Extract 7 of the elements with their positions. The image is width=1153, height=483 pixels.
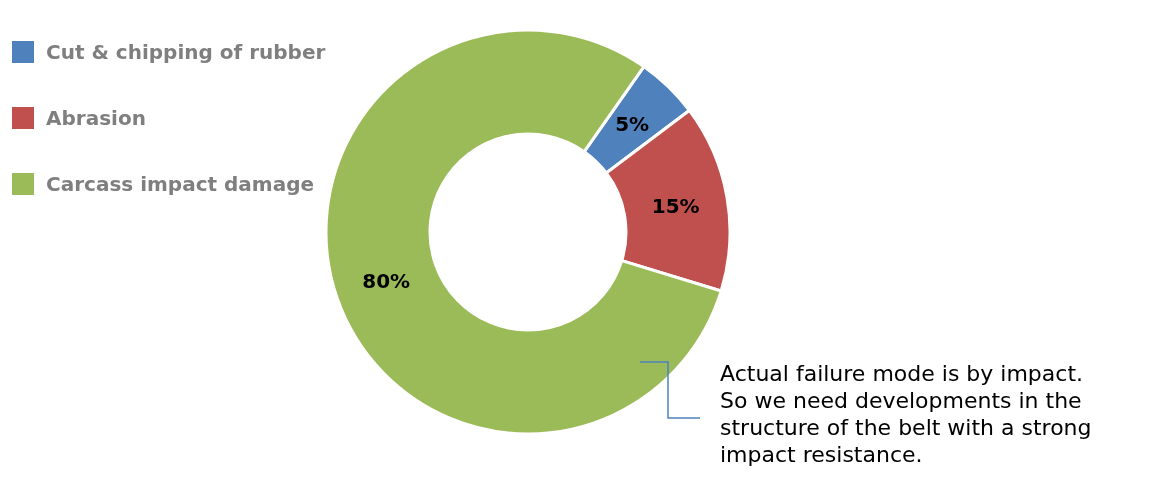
data-label: 5% xyxy=(615,112,650,137)
legend-label: Carcass impact damage xyxy=(46,172,315,196)
data-label: 15% xyxy=(651,193,700,218)
data-label: 80% xyxy=(362,268,411,293)
legend-label: Cut & chipping of rubber xyxy=(46,40,326,64)
legend-label: Abrasion xyxy=(46,106,146,130)
text: Actual failure mode is by impact. So we need developments in the structure of the belt with a strong impact resistance. xyxy=(720,361,1092,467)
